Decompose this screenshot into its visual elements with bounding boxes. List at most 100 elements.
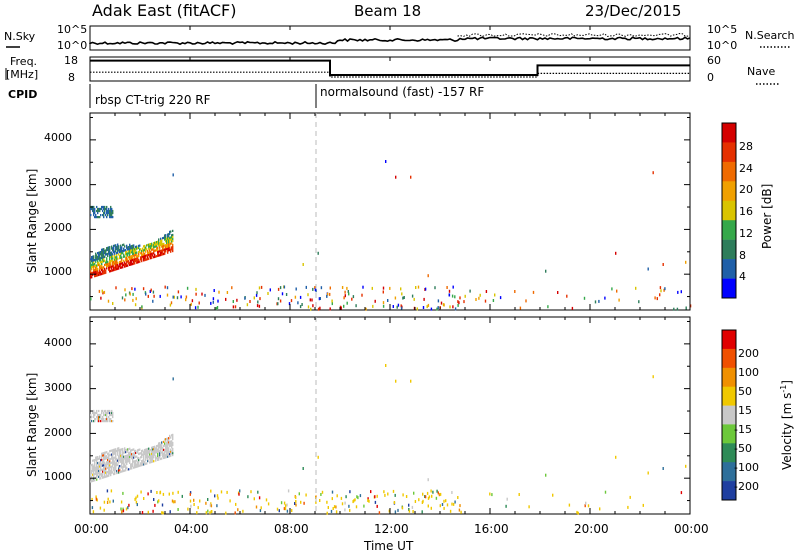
echo-cell (105, 455, 107, 458)
echo-cell (147, 258, 149, 261)
echo-cell (134, 460, 136, 463)
echo-cell (111, 214, 113, 217)
echo-cell (102, 460, 104, 463)
echo-cell (97, 415, 99, 419)
echo-cell (112, 265, 114, 268)
echo-cell (93, 209, 95, 213)
echo-cell (97, 211, 99, 215)
echo-cell (376, 504, 378, 508)
echo-cell (105, 261, 107, 264)
echo-cell (119, 450, 121, 454)
echo-cell (99, 259, 101, 262)
echo-cell (155, 241, 157, 244)
echo-cell (291, 509, 293, 512)
echo-cell (126, 448, 128, 451)
echo-cell (119, 261, 121, 264)
echo-cell (130, 263, 132, 266)
echo-cell (172, 250, 174, 253)
echo-cell (92, 473, 94, 476)
echo-cell (143, 459, 145, 462)
echo-cell (120, 252, 122, 255)
echo-cell (165, 456, 167, 459)
echo-cell (143, 461, 145, 464)
echo-cell (91, 464, 93, 467)
echo-cell (93, 257, 95, 260)
echo-cell (91, 272, 93, 275)
echo-cell (97, 420, 99, 423)
echo-cell (499, 296, 502, 300)
echo-cell (133, 248, 135, 251)
echo-cell (131, 467, 133, 470)
echo-cell (105, 251, 107, 254)
echo-cell (120, 244, 122, 247)
echo-cell (218, 290, 220, 294)
echo-cell (107, 466, 109, 470)
echo-cell (415, 286, 417, 289)
echo-cell (145, 448, 147, 451)
echo-cell (458, 508, 461, 512)
echo-cell (118, 253, 120, 256)
echo-cell (405, 495, 408, 498)
echo-cell (147, 250, 149, 253)
echo-cell (327, 506, 329, 509)
echo-cell (155, 459, 157, 462)
echo-cell (165, 450, 167, 453)
echo-cell (368, 499, 370, 503)
echo-cell (128, 503, 130, 507)
echo-cell (99, 269, 101, 272)
echo-cell (147, 243, 149, 247)
echo-cell (157, 458, 159, 461)
echo-cell (385, 160, 387, 163)
echo-cell (154, 249, 156, 252)
echo-cell (91, 266, 93, 269)
echo-cell (102, 418, 104, 421)
echo-cell (374, 299, 376, 303)
echo-cell (97, 260, 99, 263)
echo-cell (317, 307, 320, 311)
echo-cell (100, 420, 102, 423)
echo-cell (120, 456, 122, 459)
echo-cell (162, 247, 164, 250)
echo-cell (167, 239, 169, 242)
echo-cell (171, 242, 173, 245)
echo-cell (111, 465, 113, 468)
echo-cell (149, 251, 151, 254)
echo-cell (151, 446, 153, 449)
echo-cell (98, 467, 100, 470)
echo-cell (169, 232, 171, 235)
echo-cell (94, 209, 96, 213)
echo-cell (119, 251, 121, 254)
echo-cell (97, 262, 99, 265)
echo-cell (354, 498, 356, 502)
echo-cell (112, 257, 114, 260)
echo-cell (161, 253, 163, 256)
echo-cell (166, 243, 168, 247)
power-cbar-tick-8: 8 (739, 249, 746, 262)
echo-cell (102, 252, 104, 255)
nsearch-tick-bottom: 10^0 (707, 39, 737, 52)
echo-cell (288, 302, 291, 306)
echo-cell (161, 249, 163, 252)
echo-cell (104, 461, 106, 464)
echo-cell (165, 234, 167, 237)
echo-cell (157, 252, 159, 255)
echo-cell (618, 298, 620, 302)
echo-cell (145, 450, 147, 453)
echo-cell (156, 255, 158, 258)
echo-cell (220, 490, 223, 494)
echo-cell (164, 234, 166, 237)
echo-cell (130, 245, 132, 248)
echo-cell (171, 452, 173, 455)
echo-cell (117, 251, 119, 254)
echo-cell (102, 209, 104, 213)
echo-cell (321, 490, 324, 494)
echo-cell (115, 448, 117, 451)
echo-cell (94, 473, 96, 476)
echo-cell (457, 303, 459, 307)
echo-cell (154, 255, 156, 258)
echo-cell (169, 244, 171, 248)
echo-cell (142, 249, 144, 252)
echo-cell (93, 271, 95, 274)
echo-cell (355, 505, 358, 509)
echo-cell (349, 490, 351, 494)
